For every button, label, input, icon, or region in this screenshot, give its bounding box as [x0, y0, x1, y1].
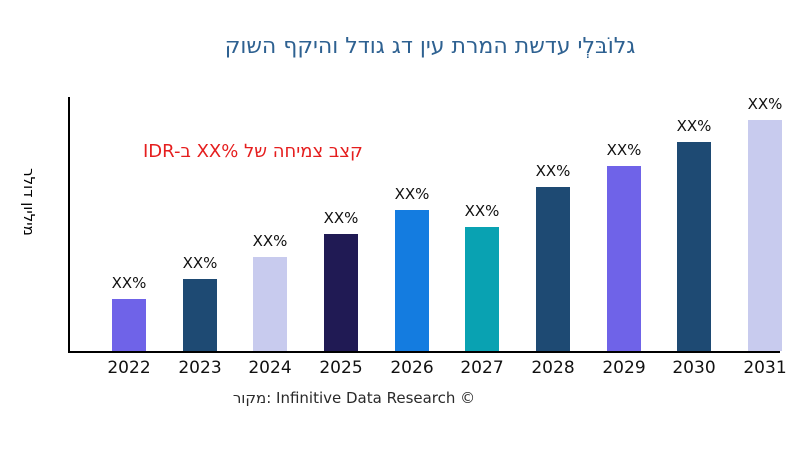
bar-value-label-2030: XX% [676, 117, 712, 135]
x-tick-label-2030: 2030 [672, 358, 716, 378]
bar-value-label-2026: XX% [394, 185, 430, 203]
bar-2024 [253, 257, 287, 351]
bar-value-label-2025: XX% [323, 209, 359, 227]
bar-2031 [748, 120, 782, 351]
plot-area: XX% 2022 XX% 2023 XX% 2024 XX% 2025 XX% 2026 XX% 20… [68, 95, 787, 378]
x-tick-label-2023: 2023 [178, 358, 222, 378]
bar-2028 [536, 187, 570, 351]
source-credit: רוקמ: Infinitive Data Research © [232, 389, 476, 407]
bar-2025 [324, 234, 358, 351]
x-tick-label-2028: 2028 [531, 358, 575, 378]
x-tick-label-2026: 2026 [390, 358, 434, 378]
chart-title: קושה ףקיהו לדוג גד ןיע תרמה תשדע ילְבּוֹ… [224, 34, 636, 59]
bar-value-label-2023: XX% [182, 254, 218, 272]
bar-value-label-2031: XX% [747, 95, 783, 113]
x-tick-label-2025: 2025 [319, 358, 363, 378]
y-axis-label: רלוד ןוילימ [20, 168, 38, 236]
bar-2027 [465, 227, 499, 351]
bar-2022 [112, 299, 146, 351]
x-tick-label-2024: 2024 [248, 358, 292, 378]
bar-2026 [395, 210, 429, 351]
x-tick-label-2022: 2022 [107, 358, 151, 378]
growth-rate-annotation: IDR-ב XX% לש החימצ בצק [143, 141, 363, 162]
bar-value-label-2027: XX% [464, 202, 500, 220]
x-tick-label-2031: 2031 [743, 358, 787, 378]
bar-2029 [607, 166, 641, 351]
bar-value-label-2028: XX% [535, 162, 571, 180]
bar-2030 [677, 142, 711, 351]
x-tick-label-2027: 2027 [460, 358, 504, 378]
bar-value-label-2024: XX% [252, 232, 288, 250]
bar-value-label-2029: XX% [606, 141, 642, 159]
x-tick-label-2029: 2029 [602, 358, 646, 378]
bar-value-label-2022: XX% [111, 274, 147, 292]
bar-2023 [183, 279, 217, 351]
